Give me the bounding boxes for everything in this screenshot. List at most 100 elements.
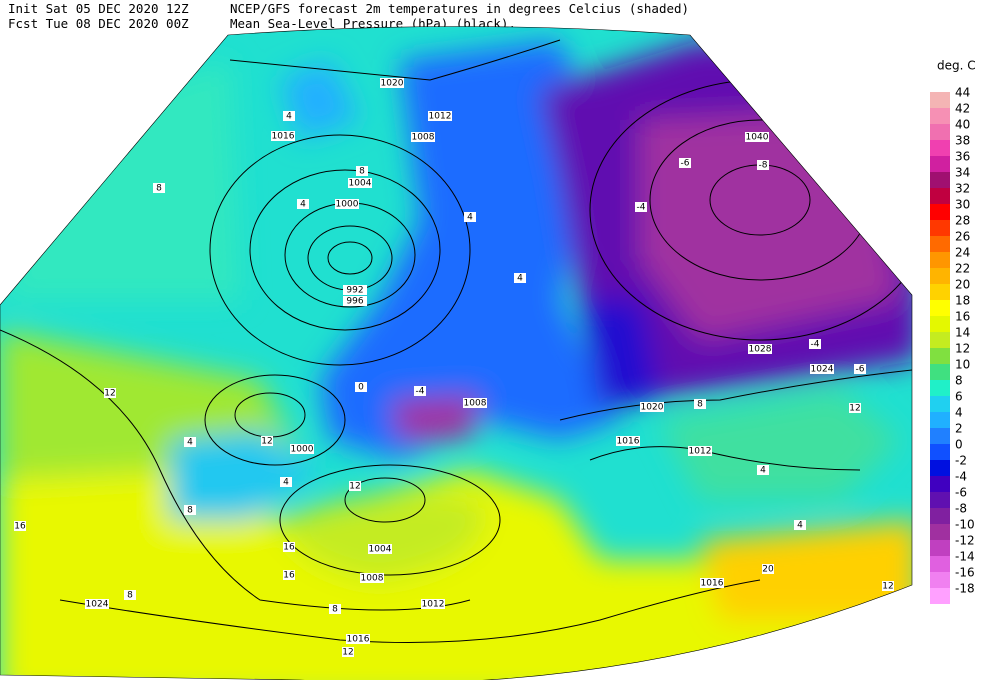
temperature-label: 8 — [332, 605, 338, 615]
temperature-label: -8 — [759, 161, 768, 171]
temperature-label: 8 — [127, 591, 133, 601]
shade — [280, 493, 483, 580]
legend-swatch — [930, 108, 950, 124]
temperature-label-box — [184, 437, 196, 447]
isobar-label: 1012 — [429, 112, 452, 122]
isobar — [0, 329, 471, 611]
temperature-label: 12 — [349, 482, 360, 492]
temperature-label: 12 — [849, 404, 860, 414]
legend-swatch — [930, 412, 950, 428]
forecast-time: Fcst Tue 08 DEC 2020 00Z — [8, 16, 189, 31]
legend-label: -6 — [955, 486, 967, 500]
legend-label: 8 — [955, 374, 963, 388]
isobar-label-box — [421, 599, 445, 609]
temperature-label: -4 — [416, 387, 425, 397]
legend-label: 32 — [955, 182, 970, 196]
legend: 4442403836343230282624222018161412108642… — [930, 86, 975, 604]
temperature-label: 4 — [760, 466, 766, 476]
temperature-label: 4 — [797, 521, 803, 531]
isobar-label-box — [348, 178, 372, 188]
temperature-label-box — [355, 382, 367, 392]
legend-swatch — [930, 540, 950, 556]
shade — [280, 60, 360, 140]
isobar-label: 996 — [346, 297, 363, 307]
shade — [390, 395, 480, 440]
temperature-label-box — [283, 111, 295, 121]
isobar-label: 1020 — [381, 79, 404, 89]
isobar-label: 992 — [346, 286, 363, 296]
temperature-label: -4 — [811, 340, 820, 350]
temperature-label: 4 — [187, 438, 193, 448]
shade — [580, 300, 660, 410]
legend-label: 4 — [955, 406, 963, 420]
init-time: Init Sat 05 DEC 2020 12Z — [8, 1, 189, 16]
isobar — [559, 369, 912, 421]
legend-label: -18 — [955, 582, 975, 596]
shade — [640, 110, 900, 340]
temperature-label: 4 — [283, 478, 289, 488]
isobar-label: 1008 — [361, 574, 384, 584]
temperature-label-box — [635, 202, 647, 212]
isobar-label: 1012 — [422, 600, 445, 610]
temperature-label-box — [849, 403, 861, 413]
isobar-label-box — [745, 132, 769, 142]
legend-label: -2 — [955, 454, 967, 468]
isobar-label-box — [343, 296, 367, 306]
isobar — [249, 169, 441, 331]
temperature-label: 4 — [517, 274, 523, 284]
temperature-label-box — [679, 158, 691, 168]
legend-label: 22 — [955, 262, 970, 276]
temperature-label-box — [342, 647, 354, 657]
legend-swatch — [930, 124, 950, 140]
temperature-label-box — [283, 570, 295, 580]
temperature-label-box — [124, 590, 136, 600]
temperature-label-box — [297, 199, 309, 209]
legend-label: 16 — [955, 310, 970, 324]
legend-swatch — [930, 220, 950, 236]
legend-swatch — [930, 252, 950, 268]
temperature-label-box — [14, 521, 26, 531]
legend-label: 26 — [955, 230, 970, 244]
legend-swatch — [930, 364, 950, 380]
shade — [0, 470, 912, 680]
temperature-label-box — [261, 436, 273, 446]
temperature-label-box — [757, 465, 769, 475]
temperature-label: -4 — [637, 203, 646, 213]
legend-swatch — [930, 428, 950, 444]
legend-swatch — [930, 236, 950, 252]
temperature-label-box — [757, 160, 769, 170]
isobar-label: 1024 — [811, 365, 834, 375]
temperature-label-box — [414, 386, 426, 396]
legend-swatch — [930, 524, 950, 540]
temperature-label: -6 — [856, 365, 865, 375]
temperature-label-box — [283, 542, 295, 552]
legend-swatch — [930, 172, 950, 188]
legend-label: 0 — [955, 438, 963, 452]
legend-label: 30 — [955, 198, 970, 212]
isobar-label-box — [343, 285, 367, 295]
temperature-label: 4 — [467, 213, 473, 223]
isobar — [344, 477, 426, 523]
isobar-label-box — [810, 364, 834, 374]
isobar-label-box — [335, 199, 359, 209]
temperature-label: 0 — [358, 383, 364, 393]
legend-swatch — [930, 92, 950, 108]
isobar-label-box — [463, 398, 487, 408]
legend-swatch — [930, 572, 950, 588]
legend-label: 42 — [955, 102, 970, 116]
legend-label: 44 — [955, 86, 970, 100]
isobar-label: 1000 — [291, 445, 314, 455]
legend-label: -14 — [955, 550, 975, 564]
isobar-label: 1016 — [701, 579, 724, 589]
isobar-label: 1000 — [336, 200, 359, 210]
temperature-label: 12 — [104, 389, 115, 399]
isobar-label-box — [85, 599, 109, 609]
isobar-label: 1004 — [349, 179, 372, 189]
isobar — [209, 134, 471, 366]
legend-label: 28 — [955, 214, 970, 228]
temperature-label: 8 — [156, 184, 162, 194]
temperature-label-box — [153, 183, 165, 193]
temperature-label: 16 — [283, 571, 295, 581]
